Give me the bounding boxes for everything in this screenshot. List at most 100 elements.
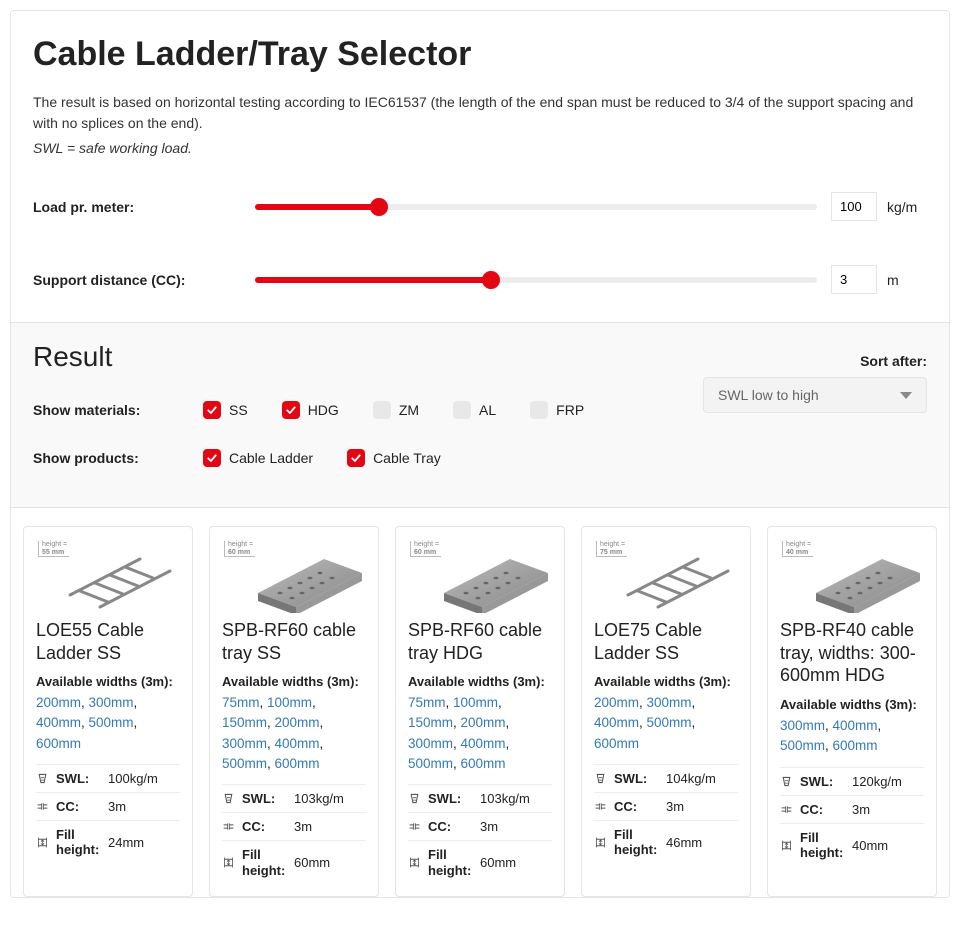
width-link[interactable]: 300mm [89,695,134,710]
checkbox-label: FRP [556,402,584,418]
width-link[interactable]: 200mm [275,715,320,730]
spec-row: SWL:100kg/m [36,765,180,793]
width-link[interactable]: 200mm [36,695,81,710]
spec-key: Fill height: [242,847,294,878]
spec-row: SWL:120kg/m [780,768,924,796]
spec-key: Fill height: [428,847,480,878]
filter-panel: Result Sort after: Show materials: SSHDG… [11,322,949,507]
width-link[interactable]: 500mm [647,715,692,730]
results-grid: height =55 mmLOE55 Cable Ladder SSAvaila… [11,507,949,897]
spec-table: SWL:120kg/mCC:3mFill height:40mm [780,767,924,867]
panel-header: Cable Ladder/Tray Selector The result is… [11,11,949,322]
width-link[interactable]: 600mm [275,756,320,771]
widths-list: 75mm, 100mm, 150mm, 200mm, 300mm, 400mm,… [222,693,366,774]
spec-table: SWL:100kg/mCC:3mFill height:24mm [36,764,180,864]
spec-value: 103kg/m [294,791,366,806]
page-title: Cable Ladder/Tray Selector [33,35,927,74]
width-link[interactable]: 300mm [408,736,453,751]
widths-list: 200mm, 300mm, 400mm, 500mm, 600mm [36,693,180,754]
width-link[interactable]: 500mm [780,738,825,753]
materials-checkbox-group: SS HDG ZM AL FRP [203,401,584,419]
load-slider-thumb[interactable] [370,198,388,216]
material-checkbox-al[interactable]: AL [453,401,496,419]
spec-value: 60mm [480,855,552,870]
width-link[interactable]: 600mm [594,736,639,751]
width-link[interactable]: 500mm [222,756,267,771]
width-link[interactable]: 300mm [222,736,267,751]
material-checkbox-frp[interactable]: FRP [530,401,584,419]
checkbox-label: ZM [399,402,419,418]
product-card[interactable]: height =60 mmSPB-RF60 cable tray SSAvail… [209,526,379,897]
spec-row: Fill height:60mm [408,841,552,884]
weight-icon [36,772,52,785]
width-link[interactable]: 200mm [461,715,506,730]
product-title: SPB-RF40 cable tray, widths: 300-600mm H… [780,619,924,687]
spec-key: CC: [56,799,108,814]
width-link[interactable]: 100mm [453,695,498,710]
available-widths-label: Available widths (3m): [780,697,924,712]
width-link[interactable]: 300mm [780,718,825,733]
products-label: Show products: [33,450,203,466]
distance-icon [594,800,610,813]
width-link[interactable]: 300mm [647,695,692,710]
material-checkbox-zm[interactable]: ZM [373,401,419,419]
weight-icon [222,792,238,805]
material-checkbox-hdg[interactable]: HDG [282,401,339,419]
spec-value: 100kg/m [108,771,180,786]
spec-table: SWL:104kg/mCC:3mFill height:46mm [594,764,738,864]
spec-value: 40mm [852,838,924,853]
width-link[interactable]: 400mm [36,715,81,730]
width-link[interactable]: 500mm [89,715,134,730]
width-link[interactable]: 75mm [408,695,446,710]
available-widths-label: Available widths (3m): [36,674,180,689]
products-checkbox-group: Cable Ladder Cable Tray [203,449,441,467]
spec-row: Fill height:40mm [780,824,924,867]
selector-panel: Cable Ladder/Tray Selector The result is… [10,10,950,898]
checkbox-icon [530,401,548,419]
load-value-input[interactable] [831,192,877,221]
checkbox-icon [203,449,221,467]
support-slider-thumb[interactable] [482,271,500,289]
swl-note: SWL = safe working load. [33,140,927,156]
support-value-input[interactable] [831,265,877,294]
product-title: SPB-RF60 cable tray SS [222,619,366,664]
width-link[interactable]: 400mm [594,715,639,730]
spec-row: CC:3m [408,813,552,841]
product-image: height =60 mm [408,537,552,615]
checkbox-icon [373,401,391,419]
width-link[interactable]: 600mm [36,736,81,751]
height-icon [408,856,424,869]
weight-icon [594,772,610,785]
product-card[interactable]: height =60 mmSPB-RF60 cable tray HDGAvai… [395,526,565,897]
checkbox-icon [282,401,300,419]
load-slider[interactable] [255,199,817,215]
spec-table: SWL:103kg/mCC:3mFill height:60mm [408,784,552,884]
width-link[interactable]: 500mm [408,756,453,771]
product-card[interactable]: height =75 mmLOE75 Cable Ladder SSAvaila… [581,526,751,897]
width-link[interactable]: 150mm [408,715,453,730]
sort-select[interactable]: SWL low to high [703,377,927,413]
result-heading: Result [33,341,112,373]
width-link[interactable]: 600mm [833,738,878,753]
spec-value: 120kg/m [852,774,924,789]
width-link[interactable]: 600mm [461,756,506,771]
product-checkbox-cable-ladder[interactable]: Cable Ladder [203,449,313,467]
spec-row: CC:3m [780,796,924,824]
width-link[interactable]: 75mm [222,695,260,710]
spec-value: 3m [294,819,366,834]
width-link[interactable]: 200mm [594,695,639,710]
checkbox-icon [347,449,365,467]
width-link[interactable]: 150mm [222,715,267,730]
spec-key: Fill height: [800,830,852,861]
width-link[interactable]: 100mm [267,695,312,710]
product-checkbox-cable-tray[interactable]: Cable Tray [347,449,441,467]
support-slider-label: Support distance (CC): [33,272,255,288]
products-row: Show products: Cable Ladder Cable Tray [33,449,927,467]
width-link[interactable]: 400mm [275,736,320,751]
width-link[interactable]: 400mm [461,736,506,751]
product-card[interactable]: height =55 mmLOE55 Cable Ladder SSAvaila… [23,526,193,897]
product-card[interactable]: height =40 mmSPB-RF40 cable tray, widths… [767,526,937,897]
width-link[interactable]: 400mm [833,718,878,733]
support-slider[interactable] [255,272,817,288]
material-checkbox-ss[interactable]: SS [203,401,248,419]
